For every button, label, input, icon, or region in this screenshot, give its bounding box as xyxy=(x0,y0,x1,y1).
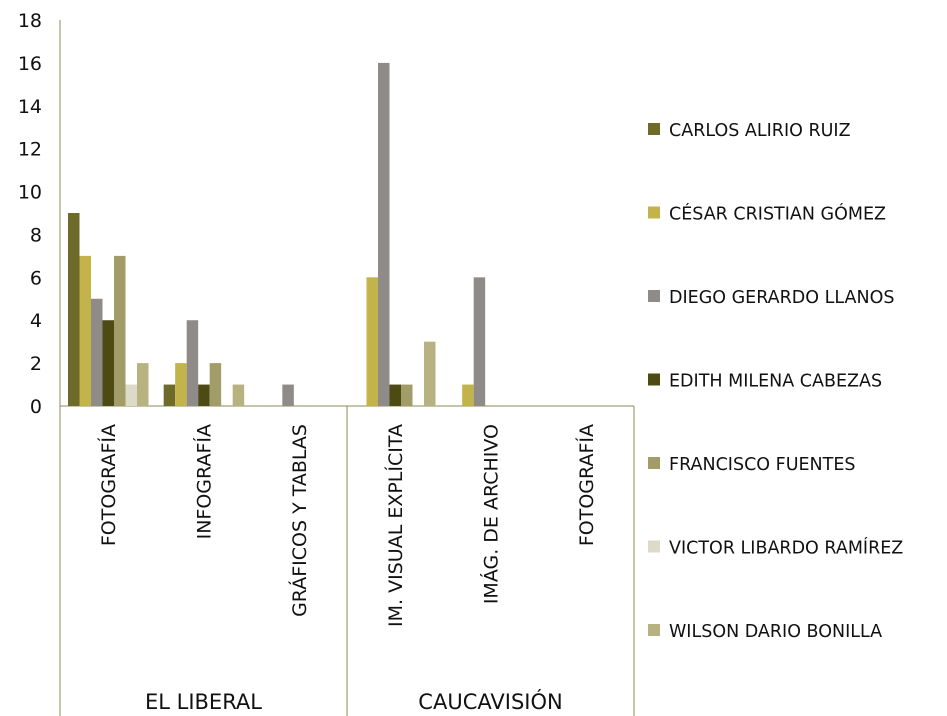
y-tick-label: 16 xyxy=(18,53,42,75)
legend-swatch xyxy=(648,123,660,135)
x-category-label: IMÁG. DE ARCHIVO xyxy=(480,424,503,604)
y-tick-label: 14 xyxy=(18,96,42,118)
bar xyxy=(389,384,401,406)
y-tick-label: 12 xyxy=(18,139,42,161)
y-axis-ticks: 0 2 4 6 8 10 12 14 16 18 xyxy=(18,10,42,418)
bar xyxy=(378,62,390,406)
y-tick-label: 18 xyxy=(18,10,42,32)
legend-label: DIEGO GERARDO LLANOS xyxy=(669,288,894,308)
bar xyxy=(125,384,137,406)
legend-label: VICTOR LIBARDO RAMÍREZ xyxy=(669,537,903,559)
x-category-label: FOTOGRAFÍA xyxy=(575,424,598,546)
bar xyxy=(102,320,114,406)
axes xyxy=(59,20,635,716)
y-tick-label: 8 xyxy=(30,224,42,246)
y-tick-label: 4 xyxy=(30,310,42,332)
legend-label: EDITH MILENA CABEZAS xyxy=(669,372,882,392)
legend-swatch xyxy=(648,373,660,386)
legend-swatch xyxy=(648,206,660,219)
x-category-label: FOTOGRAFÍA xyxy=(97,424,120,546)
y-tick-label: 6 xyxy=(30,267,42,289)
legend-label: CÉSAR CRISTIAN GÓMEZ xyxy=(669,203,886,225)
bar xyxy=(424,341,436,406)
x-group-label: CAUCAVISIÓN xyxy=(418,689,562,714)
legend-label: FRANCISCO FUENTES xyxy=(669,455,856,475)
legend-swatch xyxy=(648,457,660,469)
bars xyxy=(68,62,486,406)
bar xyxy=(163,384,176,406)
bar xyxy=(232,384,245,406)
x-group-label: EL LIBERAL xyxy=(145,690,262,714)
x-category-label: IM. VISUAL EXPLÍCITA xyxy=(384,424,407,627)
x-category-label: INFOGRAFÍA xyxy=(193,424,216,539)
x-axis-groups: EL LIBERAL CAUCAVISIÓN xyxy=(145,689,563,714)
legend-swatch xyxy=(648,624,660,636)
y-tick-label: 2 xyxy=(30,353,42,375)
bar xyxy=(401,384,413,406)
bar xyxy=(473,277,486,406)
bar xyxy=(209,363,222,406)
bar xyxy=(198,384,210,406)
bar xyxy=(68,213,80,406)
bar xyxy=(114,255,126,406)
bar xyxy=(79,255,91,406)
bar xyxy=(91,298,103,406)
legend: CARLOS ALIRIO RUIZ CÉSAR CRISTIAN GÓMEZ DI… xyxy=(648,121,903,642)
bar xyxy=(282,384,294,406)
legend-swatch xyxy=(648,290,660,302)
x-axis-categories: FOTOGRAFÍA INFOGRAFÍA GRÁFICOS Y TABLAS IM.… xyxy=(97,424,598,627)
y-tick-label: 10 xyxy=(18,182,42,204)
legend-label: CARLOS ALIRIO RUIZ xyxy=(669,121,851,141)
bar xyxy=(186,320,199,406)
bar xyxy=(175,363,187,406)
y-tick-label: 0 xyxy=(30,396,42,418)
legend-swatch xyxy=(648,540,660,553)
legend-label: WILSON DARIO BONILLA xyxy=(669,622,882,642)
bar xyxy=(366,277,378,406)
x-category-label: GRÁFICOS Y TABLAS xyxy=(288,424,311,617)
bar xyxy=(462,384,474,406)
bar xyxy=(137,363,149,406)
